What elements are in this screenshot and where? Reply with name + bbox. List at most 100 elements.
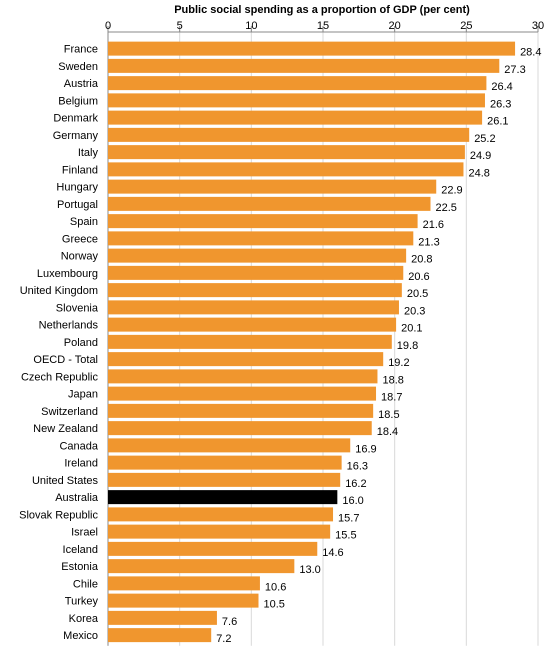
value-label: 14.6 [322, 547, 343, 559]
category-label: Netherlands [39, 320, 99, 332]
value-label: 25.2 [474, 133, 495, 145]
category-label: Mexico [63, 630, 98, 642]
bar [108, 76, 487, 91]
bar [108, 593, 259, 608]
bars [108, 41, 516, 643]
category-label: Italy [78, 147, 99, 159]
bar [108, 283, 402, 298]
value-label: 16.0 [342, 495, 363, 507]
category-label: New Zealand [33, 423, 98, 435]
value-label: 26.3 [490, 98, 511, 110]
category-label: Korea [69, 613, 99, 625]
bar [108, 610, 217, 625]
bar [108, 93, 485, 108]
bar [108, 300, 399, 315]
value-label: 28.4 [520, 47, 541, 59]
bar [108, 317, 397, 332]
bar [108, 490, 338, 505]
category-label: Finland [62, 164, 98, 176]
category-label: Japan [68, 389, 98, 401]
value-label: 18.7 [381, 392, 402, 404]
bar [108, 403, 374, 418]
category-label: Slovenia [56, 302, 99, 314]
category-label: Greece [62, 233, 98, 245]
value-label: 16.3 [347, 461, 368, 473]
value-label: 20.8 [411, 254, 432, 266]
value-label: 16.2 [345, 478, 366, 490]
bar [108, 248, 407, 263]
value-label: 21.3 [418, 236, 439, 248]
bar [108, 576, 260, 591]
value-label: 20.3 [404, 305, 425, 317]
value-label: 7.2 [216, 633, 231, 645]
category-label: Denmark [53, 113, 98, 125]
value-label: 26.1 [487, 116, 508, 128]
value-label: 24.9 [470, 150, 491, 162]
category-label: OECD - Total [33, 354, 98, 366]
bar [108, 541, 318, 556]
category-labels: France Sweden Austria Belgium Denmark Germany… [19, 44, 99, 643]
value-label: 18.4 [377, 426, 398, 438]
bar [108, 110, 483, 125]
category-label: United Kingdom [20, 285, 98, 297]
category-label: Canada [59, 440, 98, 452]
bar [108, 559, 295, 574]
category-label: Poland [64, 337, 98, 349]
bar [108, 455, 342, 470]
category-label: Switzerland [41, 406, 98, 418]
chart-title: Public social spending as a proportion o… [174, 4, 470, 16]
category-label: Chile [73, 578, 98, 590]
category-label: United States [32, 475, 99, 487]
category-label: Slovak Republic [19, 509, 98, 521]
x-tick-label: 0 [105, 20, 111, 32]
value-label: 22.9 [441, 185, 462, 197]
value-label: 18.5 [378, 409, 399, 421]
category-label: Australia [55, 492, 99, 504]
bar [108, 369, 378, 384]
category-label: Czech Republic [21, 371, 99, 383]
bar [108, 421, 372, 436]
bar [108, 472, 341, 487]
bar [108, 127, 470, 142]
category-label: France [64, 44, 98, 56]
value-label: 20.5 [407, 288, 428, 300]
category-label: Portugal [57, 199, 98, 211]
bar [108, 352, 384, 367]
x-tick-label: 30 [532, 20, 544, 32]
value-label: 15.7 [338, 512, 359, 524]
bar [108, 438, 351, 453]
category-label: Spain [70, 216, 98, 228]
value-label: 19.2 [388, 357, 409, 369]
category-label: Estonia [61, 561, 99, 573]
category-label: Germany [53, 130, 99, 142]
bar [108, 58, 500, 73]
category-label: Austria [64, 78, 99, 90]
category-label: Ireland [64, 458, 98, 470]
value-label: 18.8 [382, 374, 403, 386]
bar [108, 265, 404, 280]
value-label: 27.3 [504, 64, 525, 76]
category-label: Israel [71, 527, 98, 539]
bar [108, 507, 334, 522]
bar [108, 196, 431, 211]
value-label: 20.1 [401, 323, 422, 335]
x-tick-label: 10 [245, 20, 257, 32]
x-tick-label: 20 [389, 20, 401, 32]
category-label: Hungary [56, 182, 98, 194]
category-label: Belgium [58, 95, 98, 107]
value-label: 26.4 [491, 81, 512, 93]
value-label: 10.5 [264, 599, 285, 611]
x-tick-label: 25 [460, 20, 472, 32]
bar [108, 628, 212, 643]
bar [108, 179, 437, 194]
value-label: 16.9 [355, 443, 376, 455]
value-label: 10.6 [265, 581, 286, 593]
category-label: Norway [61, 251, 99, 263]
value-label: 24.8 [468, 167, 489, 179]
value-label: 7.6 [222, 616, 237, 628]
bar [108, 524, 331, 539]
value-labels: 28.4 27.3 26.4 26.3 26.1 25.2 24.9 24.8 22.9 22.5… [216, 47, 541, 646]
x-tick-label: 5 [177, 20, 183, 32]
bar [108, 334, 392, 349]
